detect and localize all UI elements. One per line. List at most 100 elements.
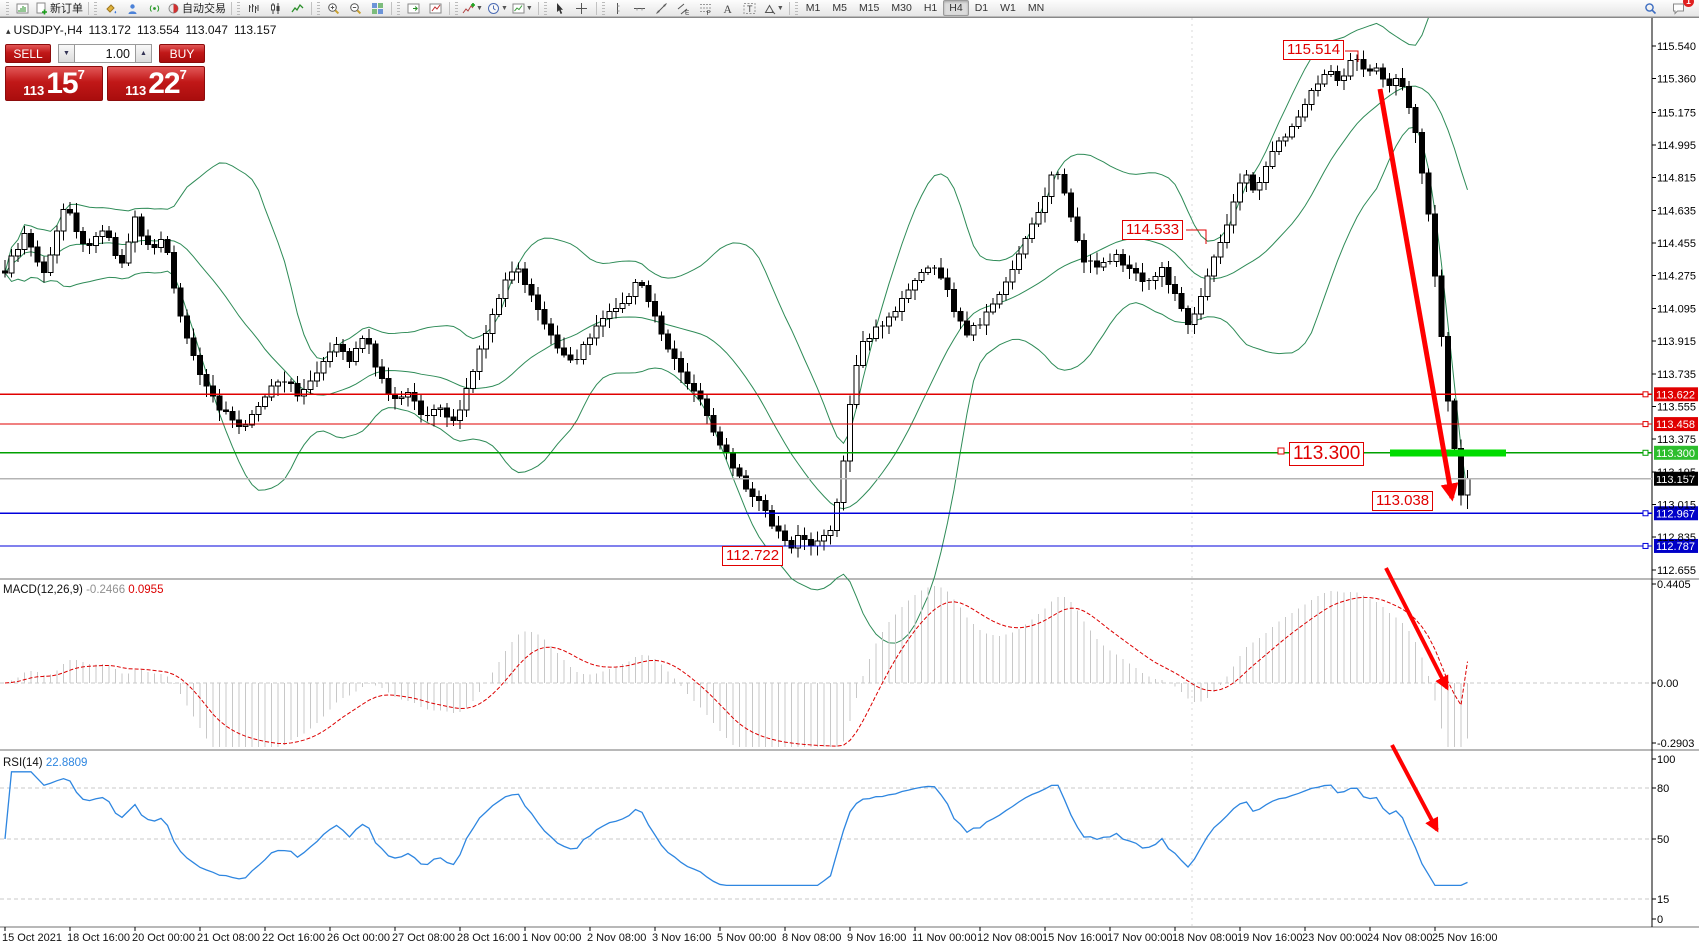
trend-arrow[interactable] (1390, 744, 1439, 833)
axis-tick-label: 114.275 (1657, 271, 1696, 283)
price-callout[interactable]: 113.038 (1372, 491, 1434, 511)
fibonacci-icon: F (699, 2, 712, 15)
new-chart-button[interactable] (11, 0, 33, 17)
volume-input[interactable]: 1.00 (75, 44, 135, 63)
axis-tick-label: 113.915 (1657, 336, 1696, 348)
timeframe-m30-button[interactable]: M30 (891, 2, 912, 14)
symbol-info: ▴ USDJPY-,H4 113.172 113.554 113.047 113.157 (6, 23, 282, 37)
timeframe-h1-button[interactable]: H1 (923, 2, 938, 14)
time-axis-label: 20 Oct 00:00 (132, 932, 195, 943)
timeframe-d1-button[interactable]: D1 (974, 2, 989, 14)
text-label-button[interactable]: T (739, 0, 761, 17)
bollinger-bands (4, 18, 1468, 644)
chart-shift-button[interactable] (424, 0, 446, 17)
styler-button[interactable] (99, 0, 121, 17)
chart-canvas[interactable]: 113.622 113.458 113.300 113.157 112.967 112.7… (0, 18, 1699, 943)
line-handle (1642, 510, 1649, 517)
cursor-button[interactable] (549, 0, 571, 17)
rsi-axis-label: 100 (1657, 754, 1675, 766)
horizontal-line-button[interactable] (629, 0, 651, 17)
equidistant-channel-button[interactable]: E (673, 0, 695, 17)
template-button[interactable]: ▼ (510, 0, 535, 17)
volume-increase-button[interactable]: ▲ (135, 44, 152, 63)
toolbar-separator (449, 1, 450, 15)
shapes-button[interactable]: ▼ (761, 0, 786, 17)
tile-windows-button[interactable] (366, 0, 388, 17)
axis-price-label: 113.157 (1656, 474, 1695, 486)
periods-button[interactable]: ▼ (485, 0, 510, 17)
candlestick-chart-icon (269, 2, 282, 15)
indicators-add-button[interactable]: ▼ (460, 0, 485, 17)
macd-axis-label: 0.4405 (1657, 579, 1691, 591)
timeframe-m1-button[interactable]: M1 (805, 2, 821, 14)
sell-button[interactable]: SELL (5, 44, 51, 63)
support-highlight-bar[interactable] (1390, 449, 1506, 457)
buy-price-button[interactable]: 113 22 7 (107, 66, 205, 101)
axis-tick-label: 115.540 (1657, 41, 1696, 53)
candles-group (2, 50, 1471, 558)
chat-button[interactable]: 1 (1667, 0, 1694, 17)
fibonacci-button[interactable]: F (695, 0, 717, 17)
styler-icon (104, 2, 117, 15)
cursor-icon (553, 2, 566, 15)
time-axis-label: 15 Oct 2021 (2, 932, 62, 943)
time-axis-label: 26 Oct 00:00 (327, 932, 390, 943)
text-button[interactable]: A (717, 0, 739, 17)
new-order-label: 新订单 (50, 3, 83, 15)
timeframe-h4-button[interactable]: H4 (943, 0, 969, 16)
ohlc-high: 113.554 (136, 23, 180, 37)
autotrading-icon (167, 2, 180, 15)
timeframe-m15-button[interactable]: M15 (858, 2, 880, 14)
time-axis-label: 12 Nov 08:00 (977, 932, 1042, 943)
trend-arrow[interactable] (1377, 88, 1459, 502)
time-axis-label: 25 Nov 16:00 (1432, 932, 1497, 943)
price-callout[interactable]: 114.533 (1122, 220, 1184, 240)
tile-windows-icon (371, 2, 384, 15)
candlestick-chart-button[interactable] (264, 0, 286, 17)
horizontal-line-icon (633, 2, 646, 15)
time-axis-label: 17 Nov 00:00 (1107, 932, 1172, 943)
sell-price-button[interactable]: 113 15 7 (5, 66, 103, 101)
time-axis-label: 8 Nov 08:00 (782, 932, 841, 943)
macd-indicator-label: MACD(12,26,9) -0.2466 0.0955 (3, 584, 163, 596)
time-axis-label: 9 Nov 16:00 (847, 932, 906, 943)
axis-tick-label: 113.735 (1657, 369, 1696, 381)
timeframe-m5-button[interactable]: M5 (832, 2, 847, 14)
svg-text:F: F (707, 10, 711, 15)
toolbar-grip (237, 1, 240, 15)
buy-button[interactable]: BUY (159, 44, 205, 63)
time-axis-label: 18 Oct 16:00 (67, 932, 130, 943)
line-chart-button[interactable] (286, 0, 308, 17)
axis-tick-label: 113.375 (1657, 434, 1696, 446)
axis-tick-label: 114.995 (1657, 140, 1696, 152)
time-axis-label: 21 Oct 08:00 (197, 932, 260, 943)
trend-arrow[interactable] (1384, 567, 1449, 691)
toolbar-separator (391, 1, 392, 15)
crosshair-button[interactable] (571, 0, 593, 17)
new-order-button[interactable]: 新订单 (33, 0, 85, 17)
line-handle (1642, 391, 1649, 398)
price-callout[interactable]: 115.514 (1283, 40, 1345, 60)
zoom-out-button[interactable] (344, 0, 366, 17)
auto-scroll-button[interactable] (402, 0, 424, 17)
axis-tick-label: 113.555 (1657, 401, 1696, 413)
profile-button[interactable] (121, 0, 143, 17)
zoom-in-button[interactable] (322, 0, 344, 17)
autotrading-label: 自动交易 (182, 3, 226, 15)
vertical-line-button[interactable] (607, 0, 629, 17)
timeframe-mn-button[interactable]: MN (1027, 2, 1045, 14)
toolbar-separator (595, 1, 597, 15)
bar-chart-button[interactable] (242, 0, 264, 17)
signals-button[interactable] (143, 0, 165, 17)
autotrading-button[interactable]: 自动交易 (165, 0, 228, 17)
timeframe-w1-button[interactable]: W1 (1000, 2, 1016, 14)
axis-price-label: 112.967 (1656, 508, 1695, 520)
ohlc-low: 113.047 (185, 23, 228, 37)
zoom-out-icon (349, 2, 362, 15)
trendline-button[interactable] (651, 0, 673, 17)
search-button[interactable] (1639, 0, 1661, 17)
price-callout[interactable]: 112.722 (722, 546, 784, 566)
price-callout[interactable]: 113.300 (1289, 442, 1365, 466)
volume-decrease-button[interactable]: ▼ (58, 44, 75, 63)
zoom-in-icon (327, 2, 340, 15)
